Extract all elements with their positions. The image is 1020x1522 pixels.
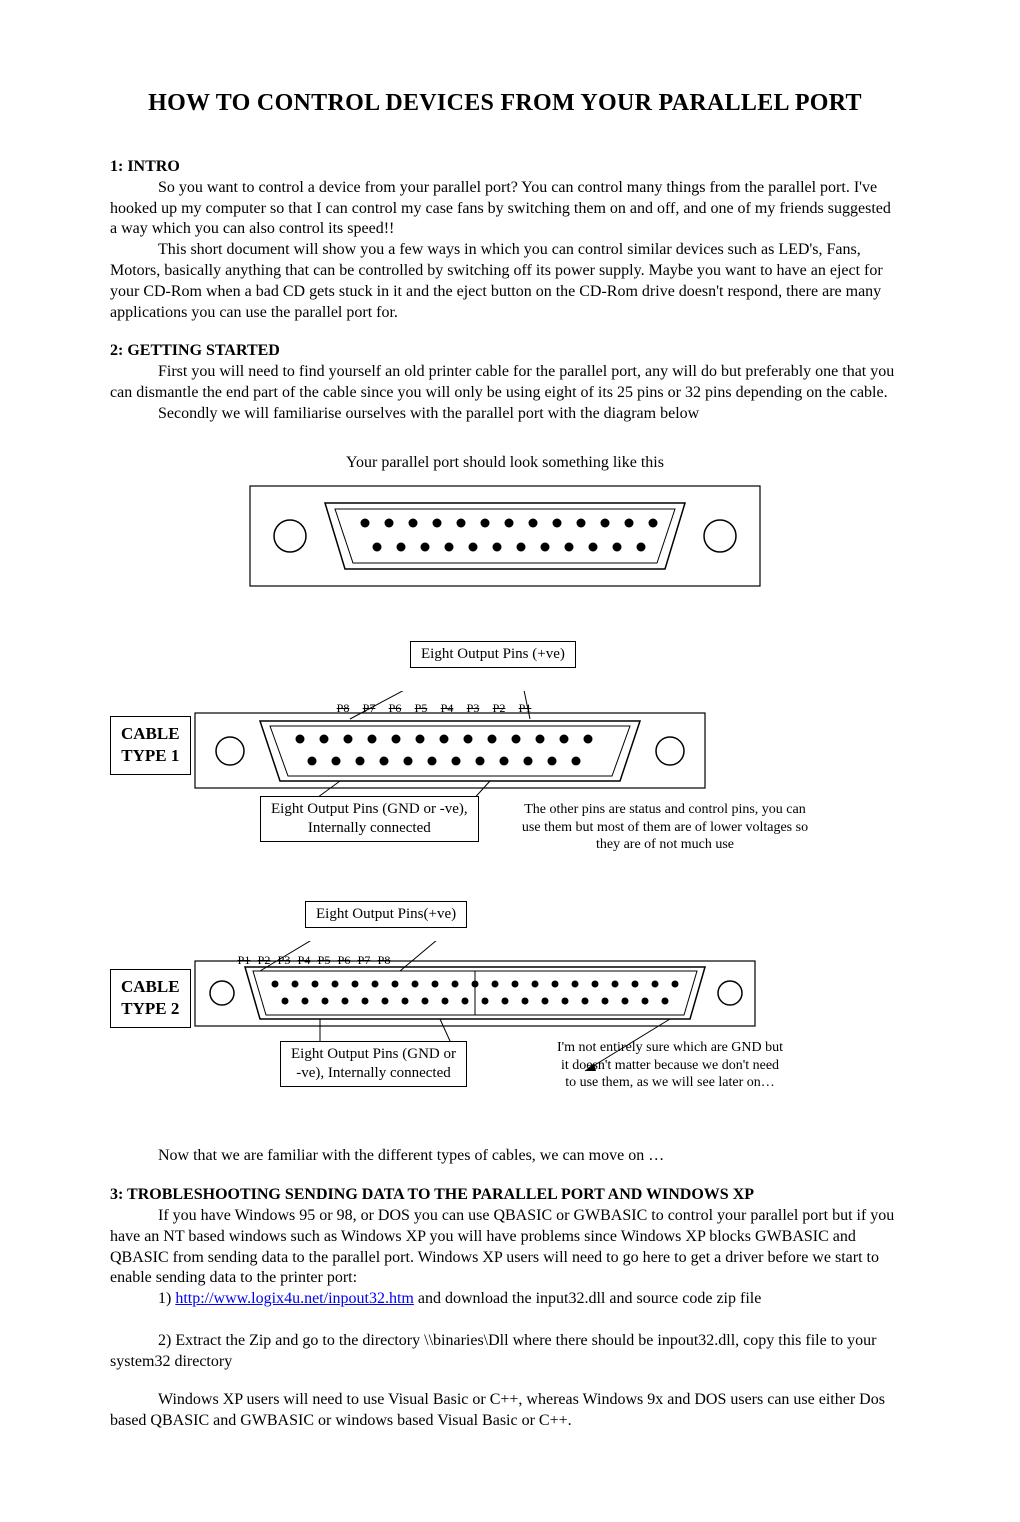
cable2-label: CABLE TYPE 2 — [110, 969, 191, 1027]
section1-head: 1: INTRO — [110, 157, 900, 178]
cable1-note: The other pins are status and control pi… — [510, 801, 820, 854]
cable2-top-callout: Eight Output Pins(+ve) — [305, 901, 467, 928]
cable2-bottom-callout: Eight Output Pins (GND or -ve), Internal… — [280, 1041, 467, 1087]
li1-post: and download the input32.dll and source … — [414, 1290, 761, 1307]
section1-p2: This short document will show you a few … — [110, 240, 900, 323]
inpout32-link[interactable]: http://www.logix4u.net/inpout32.htm — [175, 1290, 414, 1307]
li1-pre: 1) — [158, 1290, 175, 1307]
page-title: HOW TO CONTROL DEVICES FROM YOUR PARALLE… — [110, 90, 900, 117]
cable2-note: I'm not entirely sure which are GND but … — [530, 1039, 810, 1092]
cable1-top-callout: Eight Output Pins (+ve) — [410, 641, 576, 668]
section3-head: 3: TROBLESHOOTING SENDING DATA TO THE PA… — [110, 1185, 900, 1206]
section2-p1: First you will need to find yourself an … — [110, 362, 900, 404]
cable1-figure: CABLE TYPE 1 Eight Output Pins (+ve) P8P… — [110, 641, 900, 871]
section3-li2 — [110, 1310, 900, 1331]
section3-li2-text: 2) Extract the Zip and go to the directo… — [110, 1331, 900, 1373]
section3-p2: Windows XP users will need to use Visual… — [110, 1390, 900, 1432]
cable1-bottom-callout: Eight Output Pins (GND or -ve), Internal… — [260, 796, 479, 842]
cable1-label-l2: TYPE 1 — [121, 746, 179, 765]
cable1-label-l1: CABLE — [121, 724, 180, 743]
section3-li1: 1) http://www.logix4u.net/inpout32.htm a… — [110, 1289, 900, 1310]
cable1-label: CABLE TYPE 1 — [110, 716, 191, 774]
section1-p1: So you want to control a device from you… — [110, 178, 900, 240]
section2-head: 2: GETTING STARTED — [110, 341, 900, 362]
cable2-figure: CABLE TYPE 2 Eight Output Pins(+ve) P1P2… — [110, 901, 900, 1116]
port-caption: Your parallel port should look something… — [110, 453, 900, 474]
section3-p1: If you have Windows 95 or 98, or DOS you… — [110, 1206, 900, 1289]
cable2-label-l2: TYPE 2 — [121, 999, 179, 1018]
between-text: Now that we are familiar with the differ… — [110, 1146, 900, 1167]
port-diagram — [110, 481, 900, 591]
section2-p2: Secondly we will familiarise ourselves w… — [110, 404, 900, 425]
cable2-label-l1: CABLE — [121, 977, 180, 996]
